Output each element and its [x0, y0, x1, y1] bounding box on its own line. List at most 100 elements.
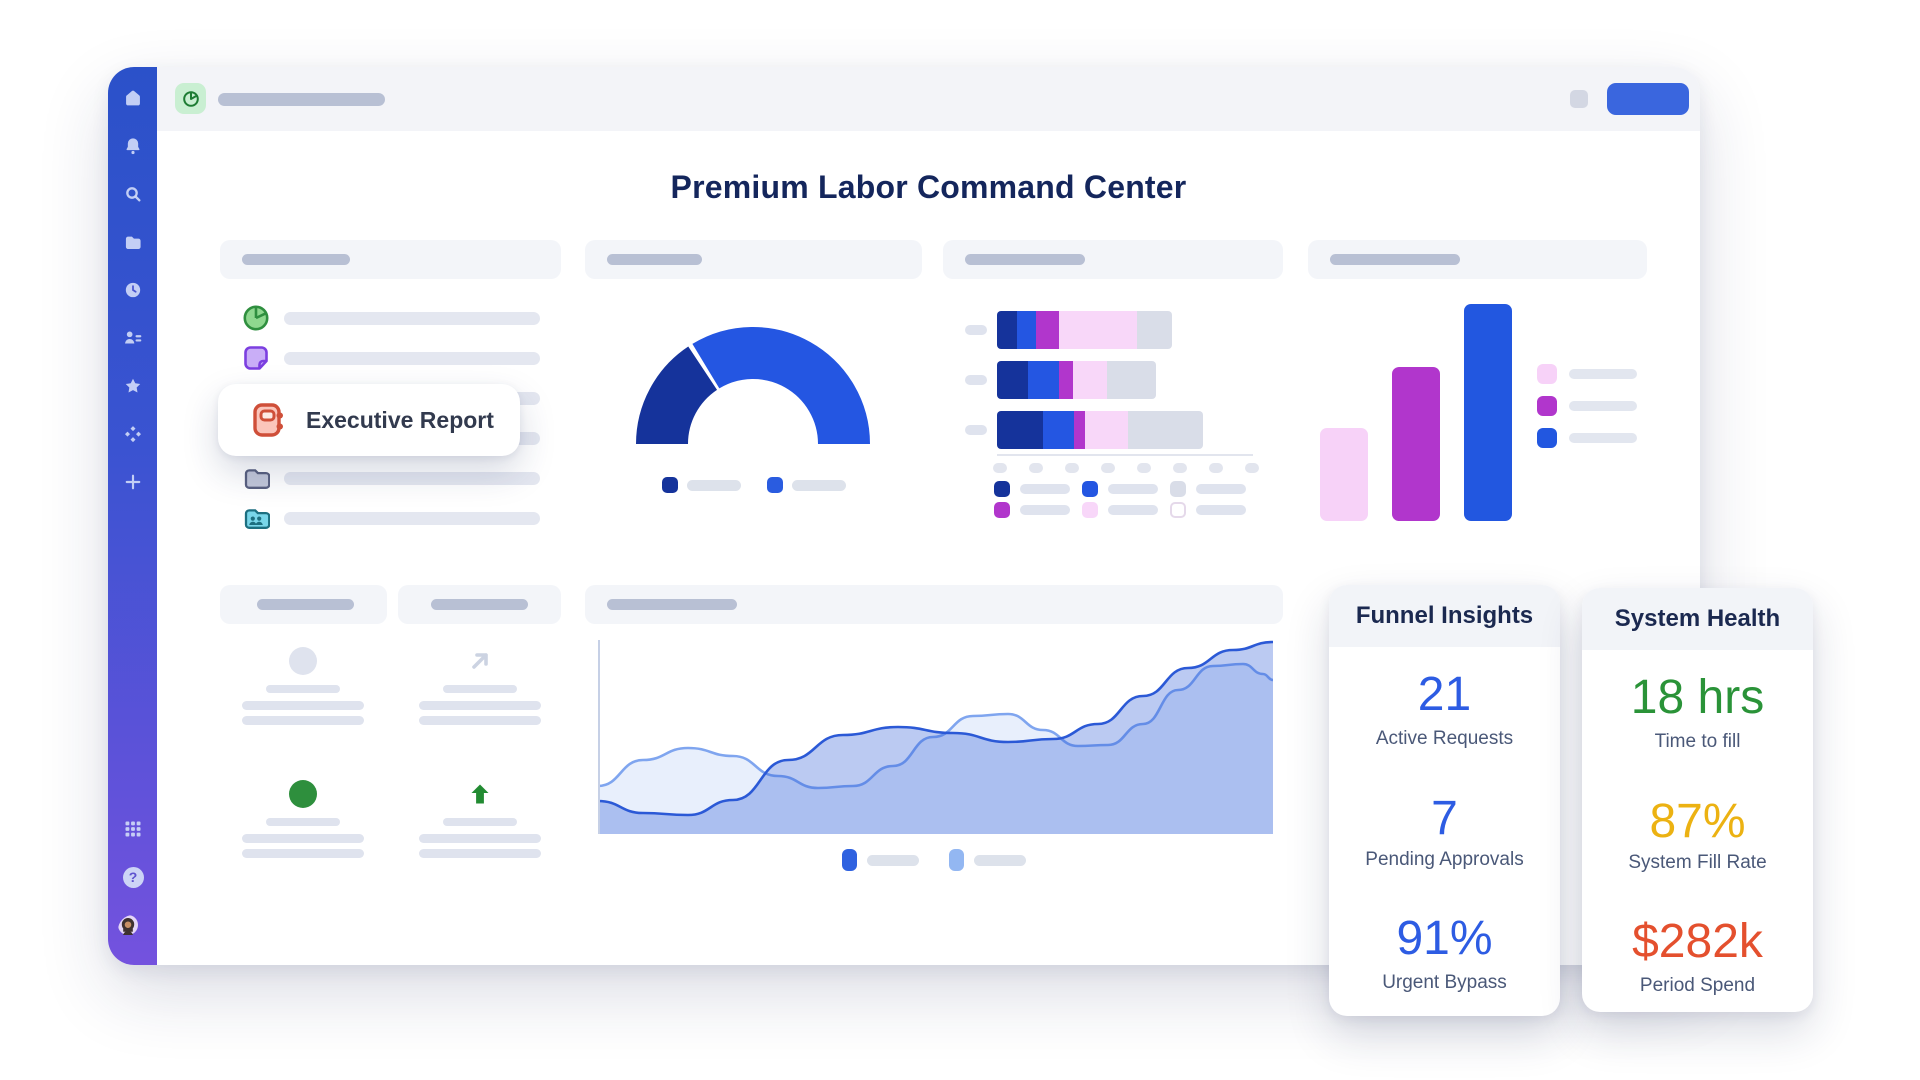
legend-swatch: [1170, 481, 1186, 497]
legend-label-placeholder: [1569, 433, 1637, 443]
stat-label: Time to fill: [1654, 731, 1741, 752]
stat-value: $282k: [1632, 915, 1763, 968]
legend-swatch: [1082, 481, 1098, 497]
legend-swatch: [766, 477, 783, 493]
pie-chart-icon: [182, 90, 199, 107]
bar-segment: [1059, 311, 1137, 349]
axis-tick-placeholder: [1065, 463, 1079, 473]
header-placeholder: [431, 599, 528, 610]
axis-tick-placeholder: [1101, 463, 1115, 473]
user-avatar[interactable]: [117, 915, 148, 945]
legend-item: [661, 477, 741, 493]
stat-value: 21: [1417, 668, 1472, 721]
stat-placeholder: [242, 716, 364, 725]
sidebar-item-files[interactable]: [123, 232, 143, 252]
stacked-bar: [997, 311, 1172, 349]
legend-item: [1082, 502, 1158, 518]
system-health-title: System Health: [1582, 588, 1813, 650]
secondary-series-fill: [598, 664, 1273, 834]
primary-action-button[interactable]: [1607, 83, 1689, 115]
legend-item: [1537, 428, 1637, 448]
legend-swatch: [661, 477, 678, 493]
sidebar-item-favorites[interactable]: [123, 376, 143, 396]
sidebar-item-apps[interactable]: [123, 424, 143, 444]
bar-segment: [1017, 311, 1036, 349]
x-axis-line: [997, 454, 1253, 456]
legend-item: [1170, 502, 1246, 518]
legend-label-placeholder: [867, 854, 919, 866]
window-control-button[interactable]: [1570, 90, 1588, 108]
sidebar-item-help[interactable]: ?: [122, 867, 144, 888]
stat-placeholder: [419, 834, 541, 843]
list-item-placeholder: [284, 352, 540, 365]
sidebar-item-home[interactable]: [123, 88, 143, 108]
axis-tick-placeholder: [1245, 463, 1259, 473]
axis-tick-placeholder: [1173, 463, 1187, 473]
bar: [1392, 367, 1440, 521]
bar-segment: [1043, 411, 1074, 449]
funnel-insights-card: Funnel Insights 21 Active Requests 7 Pen…: [1329, 585, 1560, 1016]
legend-item: [842, 849, 919, 871]
legend-item: [949, 849, 1026, 871]
stat-label: Pending Approvals: [1365, 849, 1524, 870]
bar-segment: [997, 361, 1028, 399]
sidebar-item-app-grid[interactable]: [123, 819, 143, 839]
stat-label: Urgent Bypass: [1382, 972, 1507, 993]
bar: [1464, 304, 1512, 521]
stat-placeholder: [419, 701, 541, 710]
header-placeholder: [1330, 254, 1460, 265]
stat-value: 87%: [1649, 795, 1746, 848]
green-dot-icon: [289, 780, 317, 808]
users-icon: [124, 331, 141, 344]
sidebar-item-history[interactable]: [123, 280, 143, 300]
primary-series-fill: [598, 642, 1273, 834]
grid-icon: [125, 821, 140, 837]
sidebar-item-notifications[interactable]: [123, 136, 143, 156]
card-stat-b-header: [398, 585, 561, 624]
axis-tick-placeholder: [1209, 463, 1223, 473]
legend-label-placeholder: [974, 854, 1026, 866]
header-placeholder: [242, 254, 350, 265]
stacked-bar: [997, 361, 1156, 399]
header-placeholder: [965, 254, 1085, 265]
y-axis-line: [598, 640, 600, 834]
pie-chart-list-icon: [242, 304, 270, 332]
legend-swatch: [1082, 502, 1098, 518]
bar-segment: [1128, 411, 1203, 449]
legend-label-placeholder: [1020, 484, 1070, 494]
legend-swatch: [1170, 502, 1186, 518]
bar-segment: [1073, 361, 1107, 399]
list-item-placeholder: [284, 472, 540, 485]
legend-label-placeholder: [686, 479, 741, 491]
legend-label-placeholder: [1020, 505, 1070, 515]
topbar: [157, 67, 1700, 131]
stat-label: Active Requests: [1375, 728, 1514, 749]
bar-segment: [1107, 361, 1156, 399]
legend-swatch: [1537, 428, 1557, 448]
stat-placeholder: [242, 834, 364, 843]
stat-placeholder: [443, 818, 517, 826]
trend-up-right-icon: [467, 648, 493, 674]
topbar-title-placeholder: [218, 93, 385, 106]
sidebar-item-add[interactable]: [123, 472, 143, 492]
system-health-card: System Health 18 hrs Time to fill 87% Sy…: [1582, 588, 1813, 1012]
legend-item: [1170, 481, 1246, 497]
app-logo-button[interactable]: [175, 83, 206, 114]
list-item-placeholder: [284, 512, 540, 525]
sidebar-item-people[interactable]: [123, 328, 143, 348]
legend-item: [994, 481, 1070, 497]
bar-segment: [1137, 311, 1172, 349]
stat-label: Period Spend: [1639, 975, 1756, 996]
axis-tick-placeholder: [993, 463, 1007, 473]
x-axis-ticks: [993, 463, 1259, 473]
executive-report-menu-item[interactable]: Executive Report: [218, 384, 520, 456]
clock-icon: [125, 282, 140, 298]
avatar-photo-icon: [117, 915, 138, 935]
report-notebook-icon: [253, 403, 283, 437]
folder-list-icon: [242, 464, 270, 492]
sidebar-item-search[interactable]: [123, 184, 143, 204]
stacked-legend-row: [994, 502, 1246, 518]
legend-label-placeholder: [1569, 401, 1637, 411]
axis-tick-placeholder: [1137, 463, 1151, 473]
